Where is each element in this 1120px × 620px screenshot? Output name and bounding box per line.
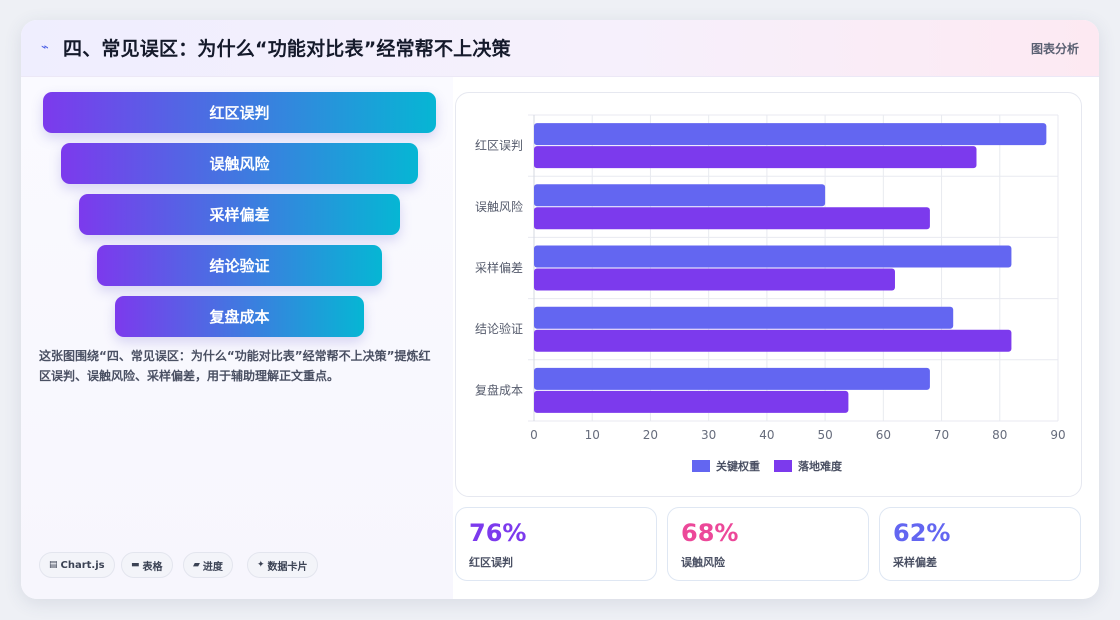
bar xyxy=(534,146,977,169)
category-label: 误触风险 xyxy=(475,199,523,214)
bar xyxy=(534,123,1047,146)
x-tick-label: 20 xyxy=(643,428,658,442)
bar xyxy=(534,306,954,329)
x-tick-label: 0 xyxy=(530,428,538,442)
x-tick-label: 30 xyxy=(701,428,716,442)
spark-icon: ⌁ xyxy=(41,40,49,55)
legend-label: 关键权重 xyxy=(716,459,760,473)
bar xyxy=(534,207,930,230)
category-label: 红区误判 xyxy=(475,138,523,153)
chip-data-card[interactable]: ✦ 数据卡片 xyxy=(247,552,318,578)
header-tag: 图表分析 xyxy=(1030,42,1079,56)
chip-label: 数据卡片 xyxy=(267,561,308,573)
chart-panel: 0 10 20 30 40 50 60 70 80 90 红区误判误触风险采样偏差结论验证复盘成本关… xyxy=(455,92,1082,497)
sparkle-icon: ✦ xyxy=(257,560,265,570)
funnel-item: 采样偏差 xyxy=(79,194,400,235)
stat-label: 采样偏差 xyxy=(893,556,937,569)
chip-table[interactable]: ▬ 表格 xyxy=(121,552,173,578)
stat-card: 62% 采样偏差 xyxy=(879,507,1081,581)
page-title: 四、常见误区：为什么“功能对比表”经常帮不上决策 xyxy=(63,38,511,60)
category-label: 结论验证 xyxy=(475,321,523,336)
chip-label: Chart.js xyxy=(60,559,105,571)
header: ⌁ 四、常见误区：为什么“功能对比表”经常帮不上决策 图表分析 xyxy=(21,20,1099,77)
stat-label: 误触风险 xyxy=(681,556,725,569)
chart-description: 这张图围绕“四、常见误区：为什么“功能对比表”经常帮不上决策”提炼红区误判、误触… xyxy=(39,349,431,383)
category-label: 采样偏差 xyxy=(475,260,523,275)
funnel-item: 红区误判 xyxy=(43,92,436,133)
stat-value: 76% xyxy=(469,519,527,547)
legend-swatch xyxy=(774,460,792,472)
x-tick-label: 50 xyxy=(817,428,832,442)
x-tick-label: 60 xyxy=(876,428,891,442)
x-tick-label: 40 xyxy=(759,428,774,442)
legend-label: 落地难度 xyxy=(798,459,843,473)
x-tick-label: 10 xyxy=(585,428,600,442)
funnel-item: 结论验证 xyxy=(97,245,382,286)
bar xyxy=(534,390,849,413)
legend-swatch xyxy=(692,460,710,472)
x-tick-label: 70 xyxy=(934,428,949,442)
bar-chart: 0 10 20 30 40 50 60 70 80 90 红区误判误触风险采样偏差结论验证复盘成本关… xyxy=(475,114,1066,473)
category-label: 复盘成本 xyxy=(475,382,523,397)
chip-label: 进度 xyxy=(202,561,223,573)
funnel-item: 复盘成本 xyxy=(115,296,364,337)
x-tick-label: 90 xyxy=(1050,428,1065,442)
bar xyxy=(534,245,1012,268)
funnel-item: 误触风险 xyxy=(61,143,418,184)
bar xyxy=(534,184,826,207)
chip-progress[interactable]: ▰ 进度 xyxy=(183,552,233,578)
bar xyxy=(534,367,930,390)
bar xyxy=(534,268,895,291)
stat-value: 68% xyxy=(681,519,739,547)
stat-card: 76% 红区误判 xyxy=(455,507,657,581)
chip-chartjs[interactable]: ▤ Chart.js xyxy=(39,552,115,578)
bar xyxy=(534,329,1012,352)
progress-icon: ▰ xyxy=(193,560,200,570)
x-tick-label: 80 xyxy=(992,428,1007,442)
chip-label: 表格 xyxy=(142,561,163,573)
table-icon: ▬ xyxy=(131,560,140,570)
main-card: ⌁ 四、常见误区：为什么“功能对比表”经常帮不上决策 图表分析 红区误判 误触风… xyxy=(21,20,1099,599)
stat-card: 68% 误触风险 xyxy=(667,507,869,581)
stat-value: 62% xyxy=(893,519,951,547)
chart-icon: ▤ xyxy=(49,560,58,570)
stat-label: 红区误判 xyxy=(469,556,513,569)
